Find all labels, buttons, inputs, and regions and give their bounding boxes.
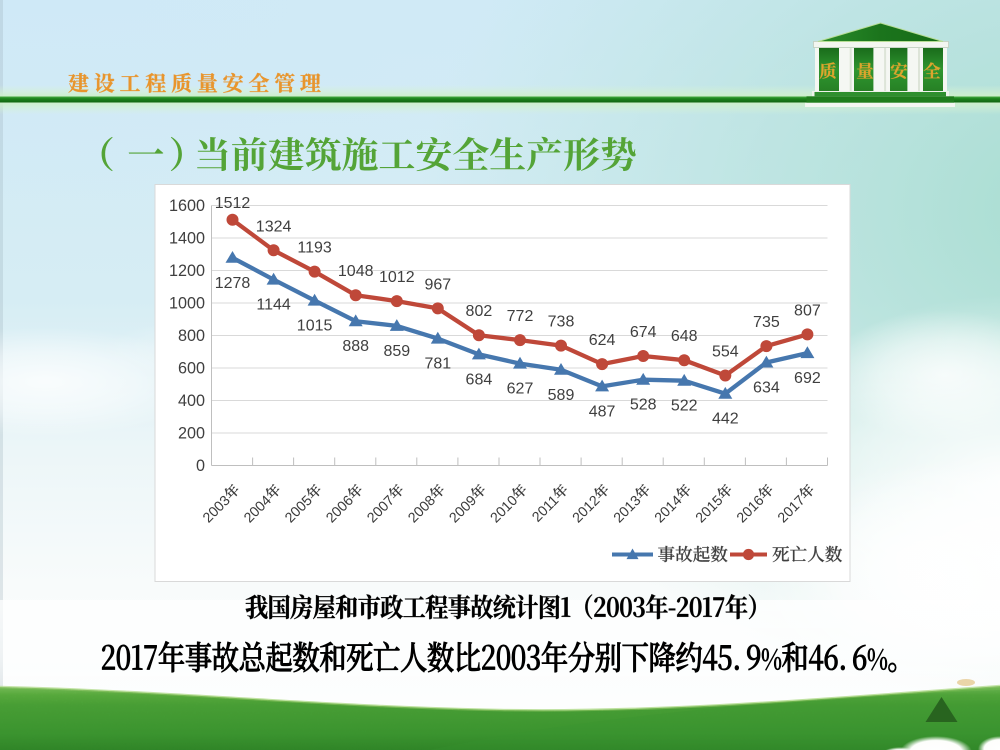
svg-text:634: 634	[753, 380, 780, 397]
svg-text:1012: 1012	[379, 269, 415, 286]
svg-text:1400: 1400	[169, 230, 205, 248]
svg-text:487: 487	[589, 403, 616, 420]
svg-text:1512: 1512	[215, 195, 251, 212]
svg-text:859: 859	[383, 343, 410, 360]
svg-text:400: 400	[178, 392, 205, 410]
svg-text:802: 802	[466, 303, 493, 320]
svg-text:1193: 1193	[297, 240, 332, 257]
svg-text:738: 738	[548, 314, 575, 331]
svg-text:1048: 1048	[338, 263, 374, 280]
svg-text:807: 807	[794, 302, 821, 319]
svg-text:781: 781	[424, 356, 451, 373]
svg-text:1000: 1000	[169, 295, 205, 313]
svg-text:800: 800	[178, 327, 205, 345]
svg-text:692: 692	[794, 370, 821, 387]
svg-text:772: 772	[507, 308, 534, 325]
svg-text:442: 442	[712, 411, 739, 428]
svg-text:1324: 1324	[256, 218, 292, 235]
svg-text:648: 648	[671, 328, 698, 345]
svg-text:528: 528	[630, 397, 657, 414]
svg-text:684: 684	[466, 371, 493, 388]
svg-text:735: 735	[753, 314, 780, 331]
svg-text:674: 674	[630, 324, 657, 341]
svg-text:1278: 1278	[215, 275, 251, 292]
svg-text:967: 967	[424, 276, 451, 293]
svg-text:1015: 1015	[297, 318, 333, 335]
svg-text:554: 554	[712, 344, 739, 361]
svg-text:589: 589	[548, 387, 575, 404]
svg-text:0: 0	[196, 457, 205, 475]
svg-text:600: 600	[178, 360, 205, 378]
svg-text:200: 200	[178, 425, 205, 443]
svg-text:627: 627	[507, 381, 534, 398]
svg-text:522: 522	[671, 398, 698, 415]
svg-text:1144: 1144	[256, 297, 291, 314]
svg-text:888: 888	[342, 338, 369, 355]
svg-text:624: 624	[589, 332, 616, 349]
svg-text:1200: 1200	[169, 262, 205, 280]
svg-text:1600: 1600	[169, 197, 205, 215]
